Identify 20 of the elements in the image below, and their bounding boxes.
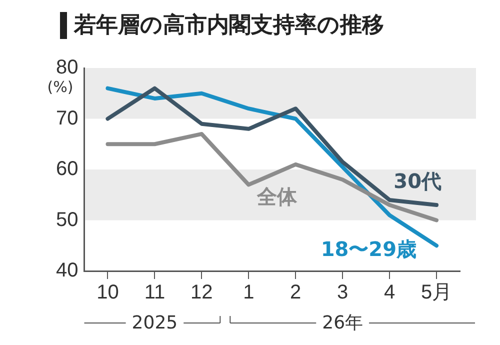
y-tick-label: 70 bbox=[56, 107, 78, 130]
y-tick-label: 60 bbox=[56, 158, 78, 180]
x-tick-label: 12 bbox=[190, 282, 213, 304]
x-tick-label: 11 bbox=[144, 282, 166, 304]
text: 26年 bbox=[322, 312, 364, 334]
x-tick-label: 1 bbox=[243, 282, 254, 304]
x-tick-label: 5月 bbox=[420, 282, 452, 304]
x-tick-label: 2 bbox=[290, 282, 302, 304]
text: 2025 bbox=[132, 312, 178, 334]
y-tick-label: 50 bbox=[56, 208, 78, 231]
y-tick-label: 40 bbox=[56, 260, 78, 282]
x-tick-label: 10 bbox=[96, 282, 119, 304]
chart-title: 若年層の高市内閣支持率の推移 bbox=[74, 12, 384, 40]
x-tick-label: 3 bbox=[337, 282, 348, 304]
y-tick-label: 80 bbox=[56, 56, 78, 79]
x-tick-label: 4 bbox=[384, 282, 396, 304]
series-label: 18〜29歳 bbox=[320, 236, 417, 261]
series-label: 30代 bbox=[394, 169, 442, 194]
y-axis-title: (%) bbox=[47, 78, 74, 96]
series-label: 全体 bbox=[256, 184, 298, 209]
